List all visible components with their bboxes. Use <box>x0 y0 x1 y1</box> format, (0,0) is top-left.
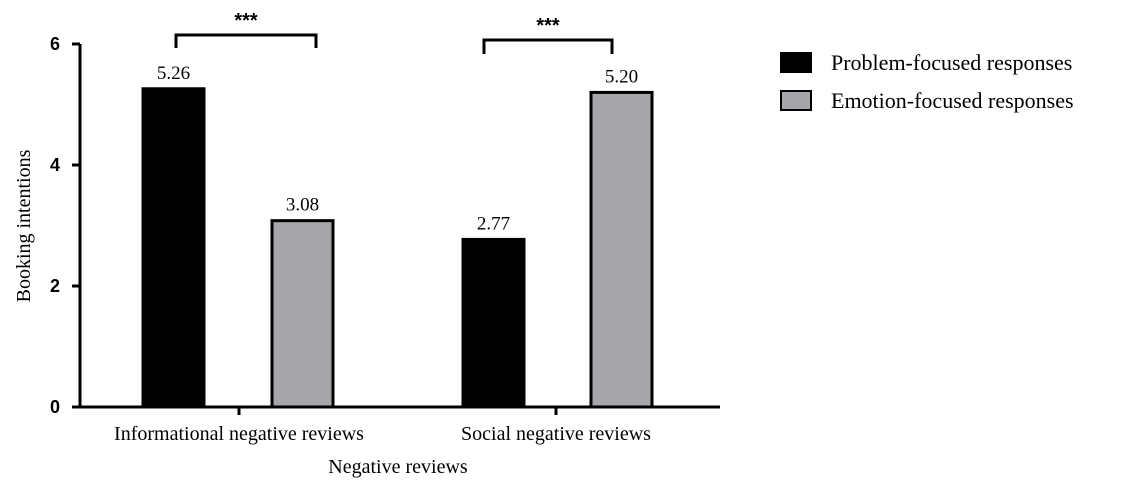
legend: Problem-focused responses Emotion-focuse… <box>780 50 1074 113</box>
bar-problem-focused-informational <box>141 87 206 409</box>
value-label: 5.26 <box>157 63 190 84</box>
bar-emotion-focused-informational <box>270 219 335 409</box>
bar-emotion-focused-social <box>589 90 654 409</box>
value-label: 3.08 <box>286 195 319 216</box>
significance-bracket-informational <box>174 33 318 48</box>
bar-problem-focused-social <box>461 237 526 409</box>
significance-label-informational: *** <box>234 10 258 32</box>
category-label-social: Social negative reviews <box>461 423 651 445</box>
value-label: 2.77 <box>477 213 510 234</box>
legend-label-emotion-focused: Emotion-focused responses <box>831 88 1074 113</box>
legend-label-problem-focused: Problem-focused responses <box>831 50 1072 75</box>
y-tick-label: 2 <box>50 276 60 296</box>
value-label: 5.20 <box>605 66 638 87</box>
y-tick-label: 6 <box>50 34 60 54</box>
x-axis-title: Negative reviews <box>328 456 468 478</box>
y-tick-label: 0 <box>50 397 60 417</box>
y-tick-label: 4 <box>50 155 60 175</box>
bars-group <box>141 87 654 409</box>
legend-swatch-emotion-focused <box>780 90 812 111</box>
significance-bracket-social <box>482 38 614 54</box>
y-ticks: 0 2 4 6 <box>50 34 80 417</box>
y-axis-title: Booking intentions <box>13 149 35 302</box>
value-labels-group: 5.26 2.77 3.08 5.20 <box>157 63 638 235</box>
legend-swatch-problem-focused <box>780 52 812 73</box>
significance-label-social: *** <box>536 15 560 37</box>
category-label-informational: Informational negative reviews <box>114 423 364 445</box>
